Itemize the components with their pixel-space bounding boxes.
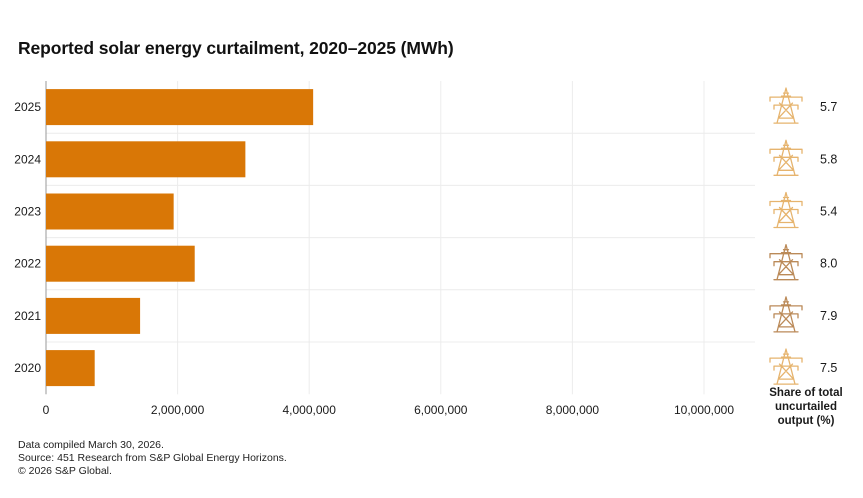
share-value: 8.0 [820,257,837,271]
chart-title: Reported solar energy curtailment, 2020–… [18,38,454,58]
footer-source: Source: 451 Research from S&P Global Ene… [18,452,287,464]
footer-copyright: © 2026 S&P Global. [18,465,112,477]
gridlines [45,81,755,395]
footer: Data compiled March 30, 2026. Source: 45… [18,439,287,478]
transmission-tower-icon [769,244,803,281]
x-tick-label: 4,000,000 [283,403,337,417]
x-axis-labels: 0 2,000,000 4,000,000 6,000,000 8,000,000 10,… [43,403,735,417]
bar [46,245,195,282]
x-tick-label: 10,000,000 [674,403,734,417]
share-value: 5.7 [820,100,837,114]
bar [46,141,246,178]
x-tick-label: 0 [43,403,50,417]
y-tick-label: 2022 [14,257,41,271]
y-tick-label: 2020 [14,361,41,375]
transmission-tower-icon [769,296,803,333]
transmission-tower-icon [769,139,803,176]
transmission-tower-icon [769,87,803,124]
x-tick-label: 8,000,000 [546,403,600,417]
transmission-tower-icon [769,191,803,229]
y-axis-labels: 2025 2024 2023 2022 2021 2020 [14,100,41,375]
bar [46,89,314,126]
share-label: Share of total uncurtailed output (%) [769,387,843,427]
y-tick-label: 2025 [14,100,41,114]
footer-date: Data compiled March 30, 2026. [18,439,164,451]
share-value: 5.4 [820,205,837,219]
bar [46,193,174,230]
share-value: 7.5 [820,361,837,375]
share-icons [769,87,803,385]
bar [46,297,141,334]
x-tick-label: 6,000,000 [414,403,468,417]
y-tick-label: 2024 [14,152,41,166]
bar [46,350,95,387]
x-tick-label: 2,000,000 [151,403,205,417]
share-value: 7.9 [820,309,837,323]
share-values: 5.7 5.8 5.4 8.0 7.9 7.5 [820,100,837,375]
bars [46,89,314,387]
y-tick-label: 2023 [14,205,41,219]
share-value: 5.8 [820,152,837,166]
transmission-tower-icon [769,348,803,385]
y-tick-label: 2021 [14,309,41,323]
